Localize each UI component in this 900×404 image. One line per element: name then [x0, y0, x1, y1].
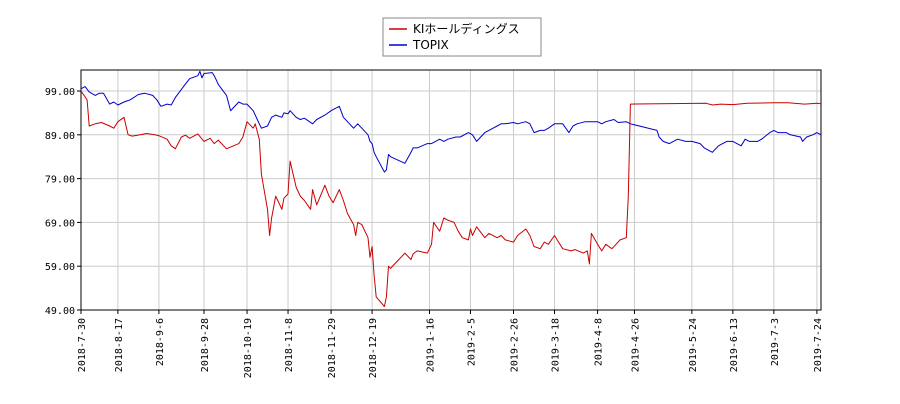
- legend: KIホールディングス TOPIX: [382, 17, 542, 57]
- y-tick-label: 79.00: [45, 175, 75, 186]
- x-tick-label: 2019-2-26: [510, 318, 521, 372]
- x-tick-label: 2018-11-29: [327, 318, 338, 378]
- legend-box: [382, 17, 542, 57]
- x-tick-label: 2019-7-24: [813, 318, 824, 372]
- legend-label-topix: TOPIX: [412, 38, 449, 52]
- x-tick-label: 2019-1-16: [425, 318, 436, 372]
- x-tick-label: 2018-9-28: [200, 318, 211, 372]
- x-tick-label: 2019-4-8: [594, 318, 605, 366]
- y-tick-label: 59.00: [45, 262, 75, 273]
- x-tick-label: 2018-12-19: [368, 318, 379, 378]
- x-axis: 2018-7-30 2018-8-17 2018-9-6 2018-9-28 2018-…: [77, 310, 824, 378]
- y-tick-label: 99.00: [45, 87, 75, 98]
- y-tick-label: 69.00: [45, 218, 75, 229]
- y-axis: 99.00 89.00 79.00 69.00 59.00 49.00: [45, 87, 81, 317]
- x-tick-label: 2018-7-30: [77, 318, 88, 372]
- x-tick-label: 2019-5-24: [688, 318, 699, 372]
- x-tick-label: 2018-10-19: [243, 318, 254, 378]
- x-tick-label: 2018-11-8: [284, 318, 295, 372]
- gridlines: [80, 70, 821, 311]
- series-line-topix: [80, 70, 822, 173]
- x-tick-label: 2018-9-6: [155, 318, 166, 366]
- series-lines: [80, 70, 822, 307]
- x-tick-label: 2019-7-3: [770, 318, 781, 366]
- legend-label-ki-holdings: KIホールディングス: [413, 21, 520, 36]
- x-tick-label: 2019-6-13: [729, 318, 740, 372]
- y-tick-label: 49.00: [45, 306, 75, 317]
- x-tick-label: 2019-4-26: [630, 318, 641, 372]
- x-tick-label: 2019-2-5: [466, 318, 477, 366]
- y-tick-label: 89.00: [45, 131, 75, 142]
- plot-area-frame: [80, 69, 822, 311]
- x-tick-label: 2018-8-17: [114, 318, 125, 372]
- series-line-ki-holdings: [80, 90, 822, 307]
- x-tick-label: 2019-3-18: [551, 318, 562, 372]
